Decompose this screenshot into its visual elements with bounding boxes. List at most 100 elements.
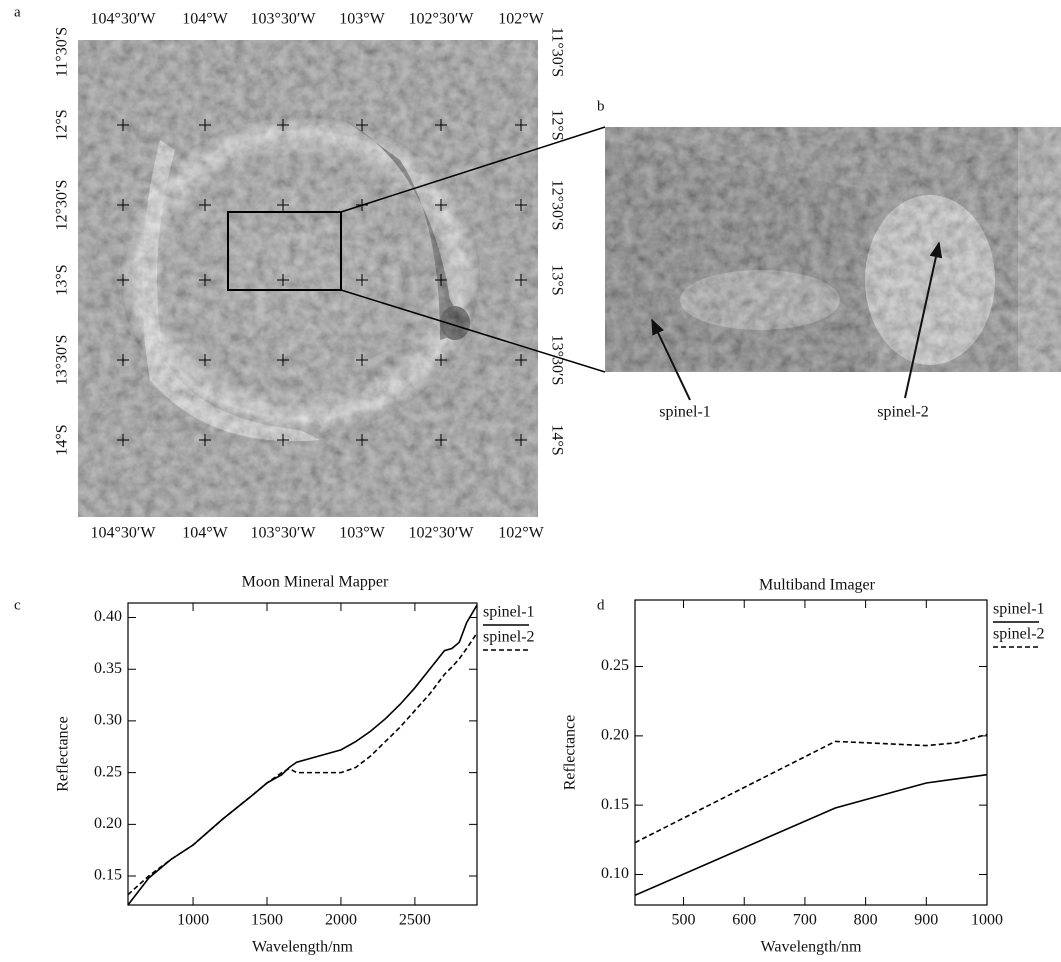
y-tick-label: 0.40 [94, 608, 122, 625]
x-axis-label: Wavelength/nm [252, 939, 353, 956]
plot-frame [634, 599, 988, 906]
crosshair [117, 274, 129, 286]
legend-label: spinel-1 [993, 601, 1045, 618]
lat-label: 13°S [54, 264, 71, 295]
y-tick-label: 0.25 [94, 763, 122, 780]
y-tick-label: 0.20 [94, 815, 122, 832]
series-line [634, 733, 988, 844]
crosshair [435, 274, 447, 286]
lat-label: 14°S [54, 424, 71, 455]
series-line [634, 773, 988, 897]
zoom-line [340, 126, 606, 213]
panel-label: c [14, 597, 21, 613]
y-axis-label: Reflectance [562, 715, 579, 791]
crosshair [277, 199, 289, 211]
plot-frame [127, 602, 478, 906]
lat-label: 11°30′S [54, 27, 71, 77]
series-line [127, 604, 478, 906]
lat-label: 14°S [548, 424, 565, 455]
inset-image [605, 127, 1061, 372]
crosshair [199, 274, 211, 286]
crosshair [356, 434, 368, 446]
crosshair [435, 354, 447, 366]
zoom-box [227, 211, 342, 291]
lon-label: 102°30′W [409, 11, 475, 28]
y-tick-label: 0.10 [601, 865, 629, 882]
zoom-line [340, 289, 606, 373]
chart-title: Multiband Imager [759, 577, 876, 594]
legend-label: spinel-1 [483, 604, 535, 621]
panel-label: d [597, 597, 605, 613]
x-tick-label: 1000 [177, 912, 209, 929]
crosshair [277, 274, 289, 286]
lat-label: 12°30′S [548, 180, 565, 231]
y-tick-label: 0.25 [601, 657, 629, 674]
lon-label: 102°W [498, 11, 544, 28]
x-tick-label: 2000 [325, 912, 357, 929]
arrow [651, 318, 691, 401]
chart-title: Moon Mineral Mapper [242, 574, 389, 591]
x-axis-label: Wavelength/nm [761, 939, 862, 956]
lon-label: 103°30′W [251, 525, 317, 542]
annotation: spinel-2 [877, 404, 929, 421]
lon-label: 103°W [339, 11, 385, 28]
lon-label: 104°W [182, 11, 228, 28]
crosshair [199, 119, 211, 131]
crosshair [356, 354, 368, 366]
crosshair [515, 199, 527, 211]
lon-label: 104°30′W [91, 525, 157, 542]
lat-label: 11°30′S [548, 27, 565, 77]
x-tick-label: 900 [914, 912, 938, 929]
lon-label: 104°W [182, 525, 228, 542]
crosshair [515, 434, 527, 446]
crosshair [199, 354, 211, 366]
crosshair [356, 199, 368, 211]
crosshair [435, 119, 447, 131]
lon-label: 102°30′W [409, 525, 475, 542]
legend-label: spinel-2 [993, 626, 1045, 643]
crosshair [117, 434, 129, 446]
crosshair [199, 199, 211, 211]
x-tick-label: 800 [854, 912, 878, 929]
lon-label: 103°W [339, 525, 385, 542]
crosshair [117, 354, 129, 366]
crosshair [435, 199, 447, 211]
crosshair [277, 119, 289, 131]
crosshair [356, 119, 368, 131]
lat-label: 13°30′S [548, 335, 565, 386]
crosshair [515, 274, 527, 286]
crosshair [117, 199, 129, 211]
x-tick-label: 600 [732, 912, 756, 929]
y-tick-label: 0.15 [601, 796, 629, 813]
lat-label: 12°30′S [54, 180, 71, 231]
lat-label: 12°S [54, 109, 71, 140]
panel-label: a [14, 4, 21, 20]
crosshair [199, 434, 211, 446]
x-tick-label: 2500 [399, 912, 431, 929]
crosshair [277, 434, 289, 446]
y-axis-label: Reflectance [55, 716, 72, 792]
lat-label: 12°S [548, 109, 565, 140]
lat-label: 13°30′S [54, 335, 71, 386]
y-tick-label: 0.20 [601, 727, 629, 744]
lon-label: 102°W [498, 525, 544, 542]
crosshair [515, 354, 527, 366]
crosshair [515, 119, 527, 131]
arrow [904, 241, 943, 399]
x-tick-label: 500 [672, 912, 696, 929]
x-tick-label: 1000 [971, 912, 1003, 929]
legend-label: spinel-2 [483, 629, 535, 646]
lon-label: 104°30′W [91, 11, 157, 28]
annotation: spinel-1 [659, 404, 711, 421]
series-line [127, 632, 478, 896]
lat-label: 13°S [548, 264, 565, 295]
crosshair [435, 434, 447, 446]
crosshair [277, 354, 289, 366]
lon-label: 103°30′W [251, 11, 317, 28]
y-tick-label: 0.15 [94, 867, 122, 884]
y-tick-label: 0.35 [94, 660, 122, 677]
crosshair [356, 274, 368, 286]
x-tick-label: 700 [793, 912, 817, 929]
x-tick-label: 1500 [251, 912, 283, 929]
